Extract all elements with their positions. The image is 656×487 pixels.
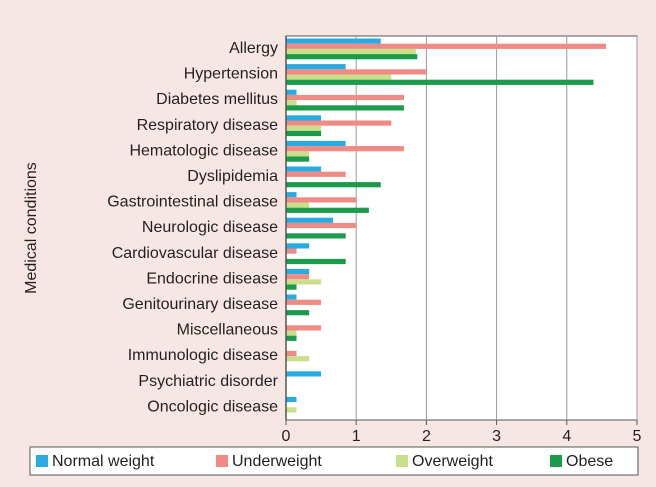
- bar: [286, 294, 297, 300]
- x-tick-label: 1: [352, 428, 361, 445]
- bar: [286, 64, 346, 70]
- bar: [286, 100, 297, 106]
- y-tick-label: Cardiovascular disease: [112, 245, 278, 262]
- bar: [286, 197, 357, 203]
- bar: [286, 105, 404, 111]
- bar: [286, 279, 322, 285]
- bar: [286, 371, 322, 377]
- legend-swatch: [36, 455, 48, 467]
- bar: [286, 268, 310, 275]
- bar: [286, 79, 594, 85]
- bar: [286, 48, 416, 55]
- y-tick-label: Miscellaneous: [177, 322, 278, 339]
- bar: [286, 207, 369, 213]
- x-tick-label: 4: [562, 428, 571, 445]
- y-tick-label: Neurologic disease: [142, 219, 278, 236]
- bar: [286, 54, 418, 60]
- bar: [286, 407, 297, 413]
- y-tick-label: Respiratory disease: [137, 117, 279, 134]
- legend: [29, 446, 639, 476]
- bar: [286, 166, 322, 172]
- legend-label: Obese: [566, 453, 613, 470]
- bar: [286, 156, 310, 162]
- bar: [286, 171, 346, 177]
- bar: [286, 38, 381, 44]
- legend-swatch: [396, 455, 408, 467]
- bar: [286, 89, 297, 95]
- bar: [286, 248, 297, 254]
- x-tick-label: 5: [633, 428, 642, 445]
- bar: [286, 182, 381, 188]
- y-tick-label: Psychiatric disorder: [138, 373, 278, 390]
- bar: [286, 69, 427, 75]
- bar: [286, 192, 297, 198]
- x-tick-label: 0: [282, 428, 291, 445]
- bar: [286, 350, 297, 357]
- bar: [286, 243, 310, 249]
- x-tick-label: 3: [492, 428, 501, 445]
- y-tick-label: Diabetes mellitus: [156, 91, 278, 108]
- bar: [286, 222, 357, 229]
- bar: [286, 299, 322, 305]
- y-tick-label: Allergy: [229, 40, 278, 57]
- bar: [286, 284, 297, 290]
- bar: [286, 130, 322, 137]
- bar: [286, 140, 346, 147]
- y-tick-label: Gastrointestinal disease: [107, 194, 278, 211]
- legend-label: Underweight: [232, 453, 322, 470]
- bar: [286, 258, 346, 265]
- bar: [286, 330, 297, 336]
- legend-label: Overweight: [412, 453, 493, 470]
- bar: [286, 356, 310, 362]
- y-tick-label: Endocrine disease: [146, 270, 278, 287]
- y-tick-label: Hypertension: [184, 66, 278, 83]
- bar: [286, 94, 404, 101]
- y-tick-label: Immunologic disease: [128, 347, 278, 364]
- legend-swatch: [216, 455, 228, 467]
- bar: [286, 310, 310, 316]
- bar: [286, 43, 607, 49]
- bar: [286, 335, 297, 341]
- bar: [286, 151, 310, 157]
- bar: [286, 146, 404, 152]
- bar: [286, 217, 334, 223]
- legend-label: Normal weight: [52, 453, 155, 470]
- bar: [286, 125, 322, 131]
- legend-swatch: [550, 455, 562, 467]
- y-tick-label: Hematologic disease: [129, 142, 278, 159]
- bar: [286, 115, 322, 121]
- bar: [286, 274, 310, 280]
- y-axis-label: Medical conditions: [23, 162, 40, 294]
- bar: [286, 202, 310, 208]
- bar: [286, 74, 392, 80]
- bar: [286, 233, 346, 239]
- bar: [286, 120, 392, 126]
- bar: [286, 396, 297, 403]
- x-tick-label: 2: [422, 428, 431, 445]
- y-tick-label: Genitourinary disease: [122, 296, 278, 313]
- y-tick-label: Dyslipidemia: [187, 168, 278, 185]
- y-tick-label: Oncologic disease: [147, 398, 278, 415]
- bar: [286, 325, 322, 331]
